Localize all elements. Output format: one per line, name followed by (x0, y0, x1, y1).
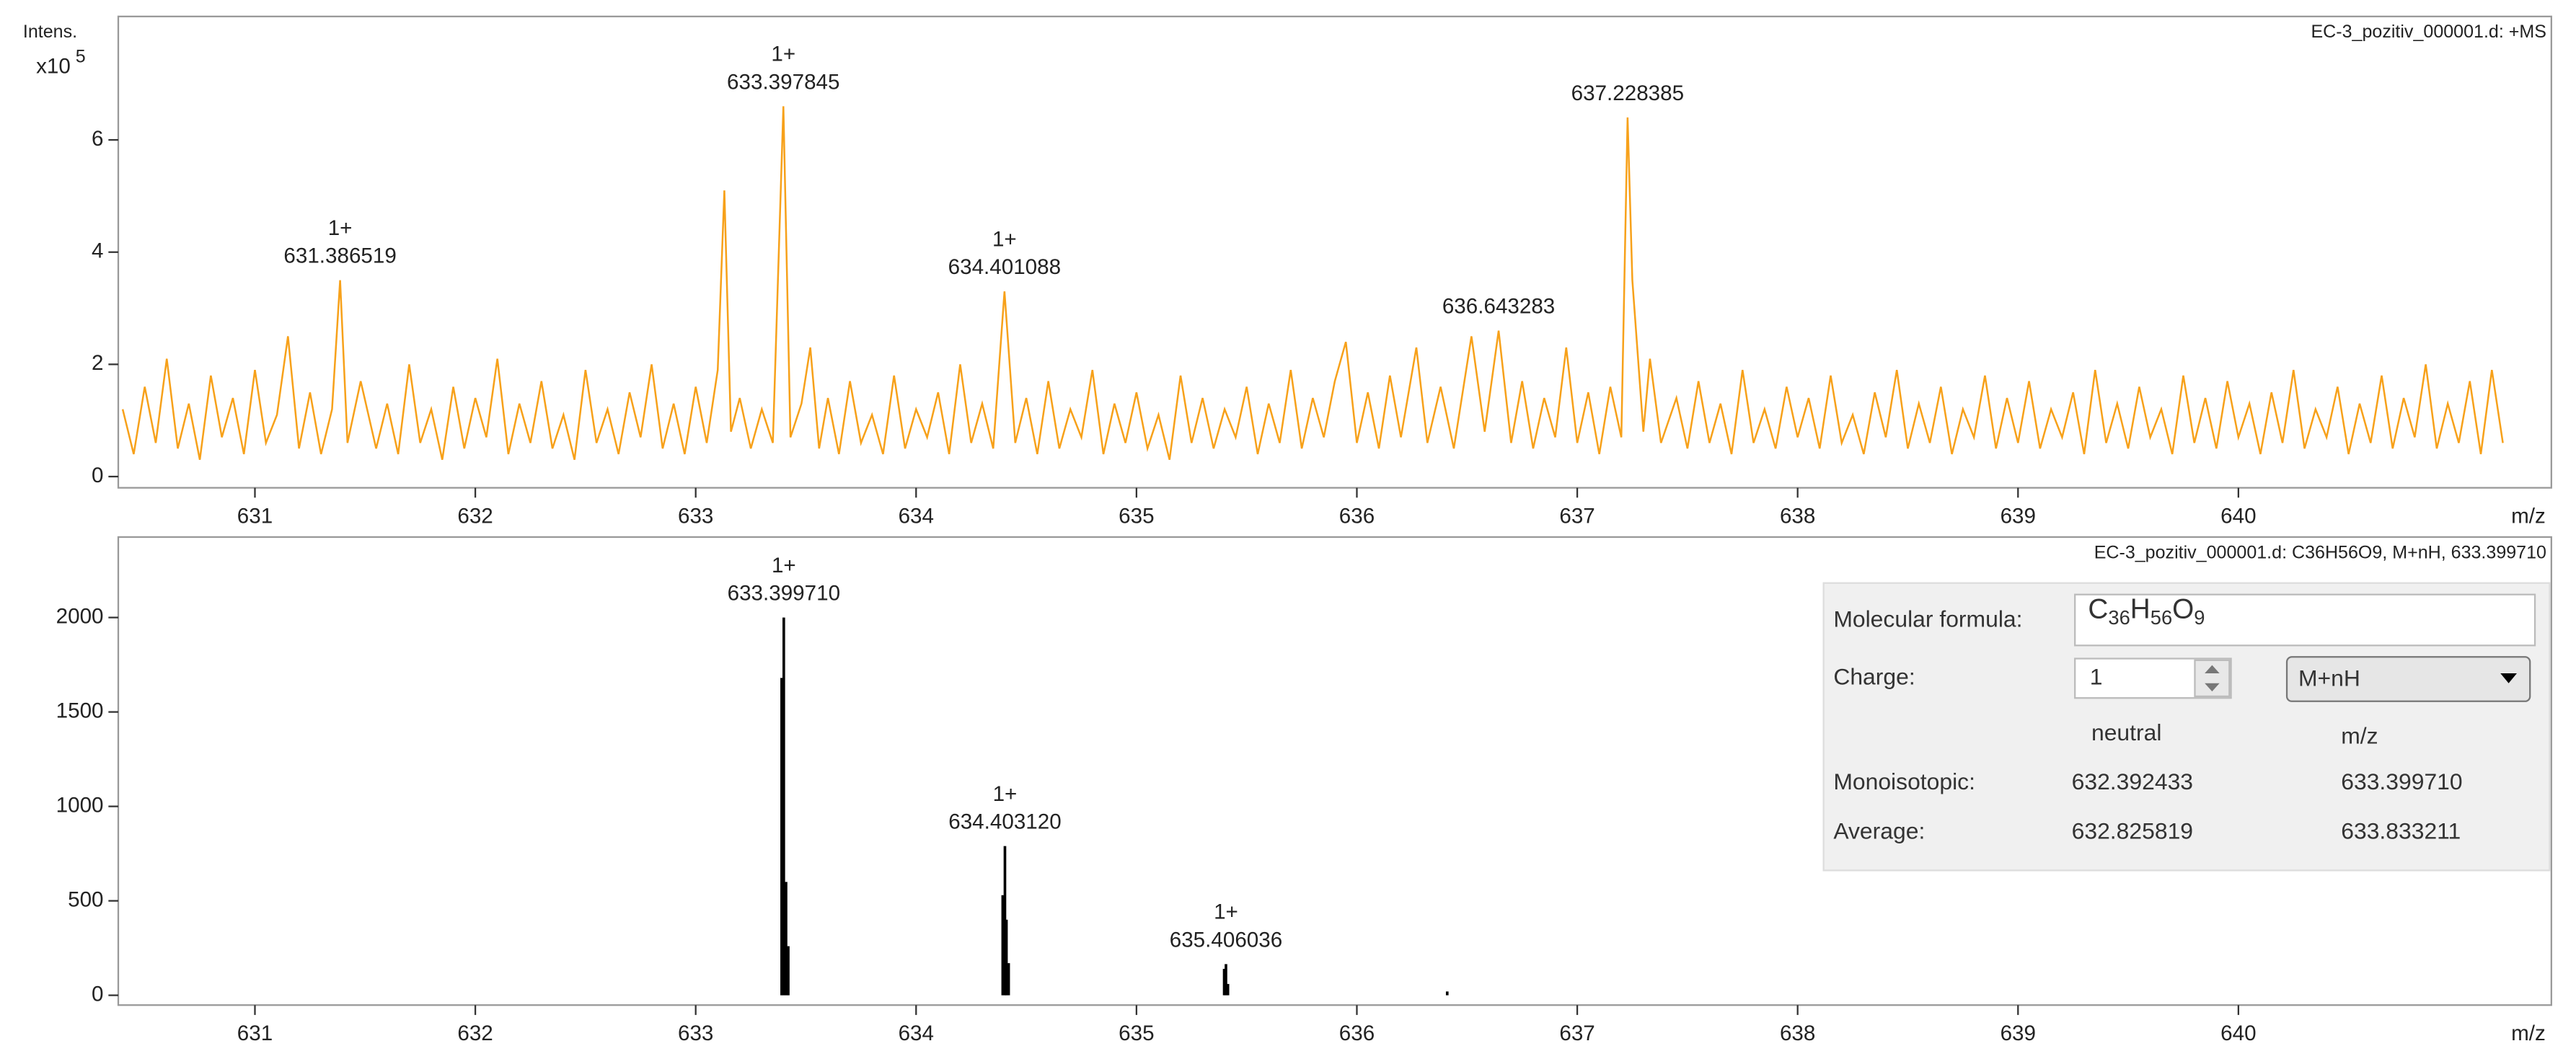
x-tick-label: 639 (2001, 504, 2036, 528)
chart: EC-3_pozitiv_000001.d: +MS 0 2 4 6 631 632 633 6… (23, 15, 2552, 528)
peak-label: 633.397845 (727, 70, 839, 94)
x-tick-label: 636 (1339, 504, 1375, 528)
plot-frame (117, 536, 2552, 1006)
mz-value: 633.833211 (2341, 817, 2461, 843)
x-tick-label: 640 (2220, 1022, 2256, 1045)
x-tick-label: 633 (678, 1022, 713, 1045)
y-tick-label: 500 (68, 887, 103, 911)
charge-label: 1+ (992, 227, 1017, 251)
formula-element: H (2130, 594, 2151, 625)
formula-input[interactable] (2074, 593, 2536, 647)
column-header: neutral (2091, 719, 2161, 745)
x-tick-label: 632 (457, 504, 493, 528)
formula-subscript: 9 (2194, 606, 2205, 629)
x-tick-label: 633 (678, 504, 713, 528)
chart: EC-3_pozitiv_000001.d: C36H56O9, M+nH, 6… (56, 536, 2552, 1045)
y-tick-label: 2 (92, 351, 103, 375)
x-tick-label: 640 (2220, 504, 2256, 528)
x-tick-label: 635 (1119, 1022, 1154, 1045)
peak-label: 634.401088 (948, 255, 1061, 279)
formula-element: C (2088, 594, 2108, 625)
chart-title: EC-3_pozitiv_000001.d: +MS (2311, 22, 2546, 42)
charge-label: 1+ (771, 43, 795, 66)
adduct-value: M+nH (2298, 665, 2360, 691)
y-exponent: 5 (76, 46, 86, 66)
x-tick-label: 636 (1339, 1022, 1375, 1045)
charge-label: 1+ (772, 554, 796, 577)
x-tick-label: 638 (1780, 1022, 1815, 1045)
spectrum-line (121, 106, 2504, 461)
x-axis-label: m/z (2511, 504, 2546, 528)
neutral-mass: 632.392433 (2072, 768, 2193, 794)
formula-subscript: 56 (2151, 606, 2172, 629)
x-tick-label: 637 (1559, 504, 1594, 528)
y-tick-label: 0 (92, 464, 103, 487)
x-tick-label: 639 (2001, 1022, 2036, 1045)
x-tick-label: 634 (899, 1022, 934, 1045)
column-header: m/z (2341, 722, 2378, 748)
formula-label: Molecular formula: (1833, 606, 2022, 632)
x-axis-label: m/z (2511, 1022, 2546, 1045)
y-tick-label: 2000 (56, 604, 104, 628)
y-tick-label: 1500 (56, 699, 104, 722)
x-tick-label: 634 (899, 504, 934, 528)
peak-label: 636.643283 (1442, 295, 1555, 319)
peak-label: 633.399710 (728, 582, 840, 606)
row-label: Average: (1833, 817, 1925, 843)
peak-label: 634.403120 (948, 810, 1061, 834)
spin-arrows (2205, 665, 2220, 692)
mz-value: 633.399710 (2341, 768, 2462, 794)
dropdown-arrow (2500, 673, 2517, 683)
y-axis-label: Intens. (23, 22, 77, 42)
x-tick-label: 632 (457, 1022, 493, 1045)
chart-title: EC-3_pozitiv_000001.d: C36H56O9, M+nH, 6… (2094, 542, 2546, 562)
charge-label: 1+ (1214, 900, 1238, 924)
x-tick-label: 637 (1559, 1022, 1594, 1045)
formula-text: C36H56O9 (2088, 594, 2205, 629)
peak-label: 635.406036 (1170, 928, 1282, 952)
charge-label: Charge: (1833, 663, 1915, 689)
y-tick-label: 6 (92, 127, 103, 151)
formula-element: O (2172, 594, 2194, 625)
peak-label: 631.386519 (283, 244, 396, 268)
y-tick-label: 1000 (56, 793, 104, 817)
adduct-dropdown[interactable] (2285, 656, 2531, 702)
formula-subscript: 36 (2108, 606, 2130, 629)
charge-label: 1+ (993, 782, 1018, 806)
x-tick-label: 631 (237, 504, 273, 528)
y-tick-label: 0 (92, 982, 103, 1006)
x-tick-label: 638 (1780, 504, 1815, 528)
charge-label: 1+ (328, 216, 353, 240)
formula-panel: Molecular formula: C36H56O9 Charge: 1 M+… (1822, 582, 2551, 872)
x-tick-label: 631 (237, 1022, 273, 1045)
peak-label: 637.228385 (1571, 81, 1684, 105)
charge-value: 1 (2090, 663, 2103, 689)
row-label: Monoisotopic: (1833, 768, 1975, 794)
y-tick-label: 4 (92, 239, 103, 263)
x-tick-label: 635 (1119, 504, 1154, 528)
neutral-mass: 632.825819 (2072, 817, 2193, 843)
y-multiplier: x10 (36, 54, 71, 78)
